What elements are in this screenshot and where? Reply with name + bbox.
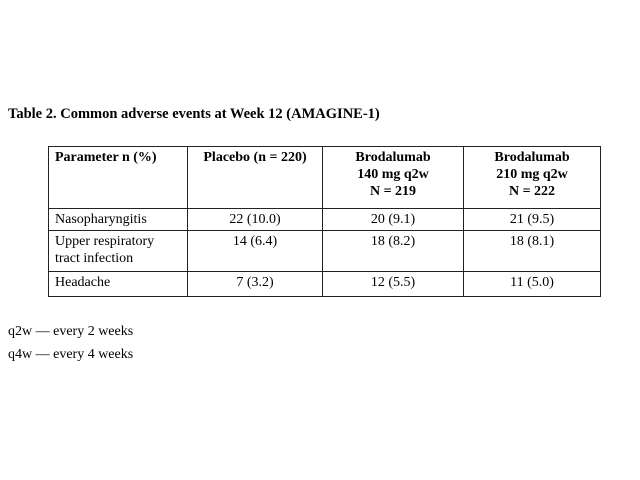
- cell-brodalumab-210: 21 (9.5): [463, 208, 601, 231]
- adverse-events-table: Parameter n (%) Placebo (n = 220) Brodal…: [48, 146, 601, 297]
- header-text: Brodalumab: [494, 150, 570, 165]
- row-label: Nasopharyngitis: [48, 208, 188, 231]
- header-text: Parameter n (%): [55, 150, 157, 165]
- header-text: 140 mg q2w: [357, 167, 429, 182]
- row-label: Headache: [48, 271, 188, 297]
- header-brodalumab-140: Brodalumab 140 mg q2w N = 219: [322, 146, 464, 209]
- header-text: 210 mg q2w: [496, 167, 568, 182]
- header-brodalumab-210: Brodalumab 210 mg q2w N = 222: [463, 146, 601, 209]
- header-text: Brodalumab: [355, 150, 431, 165]
- table-row: Headache 7 (3.2) 12 (5.5) 11 (5.0): [48, 271, 601, 297]
- cell-brodalumab-210: 18 (8.1): [463, 230, 601, 272]
- cell-placebo: 7 (3.2): [187, 271, 323, 297]
- cell-brodalumab-140: 18 (8.2): [322, 230, 464, 272]
- table-title: Table 2. Common adverse events at Week 1…: [8, 106, 380, 122]
- header-text: N = 222: [508, 184, 556, 199]
- table-row: Nasopharyngitis 22 (10.0) 20 (9.1) 21 (9…: [48, 208, 601, 231]
- table-row: Upper respiratory tract infection 14 (6.4…: [48, 230, 601, 272]
- row-label-line: tract infection: [55, 251, 134, 266]
- footnotes: q2w — every 2 weeks q4w — every 4 weeks: [8, 320, 133, 366]
- footnote: q4w — every 4 weeks: [8, 347, 134, 362]
- header-parameter: Parameter n (%): [48, 146, 188, 209]
- header-text: Placebo (n = 220): [203, 150, 307, 165]
- cell-brodalumab-210: 11 (5.0): [463, 271, 601, 297]
- cell-placebo: 14 (6.4): [187, 230, 323, 272]
- table-header-row: Parameter n (%) Placebo (n = 220) Brodal…: [48, 146, 601, 209]
- footnote: q2w — every 2 weeks: [8, 324, 134, 339]
- cell-brodalumab-140: 12 (5.5): [322, 271, 464, 297]
- header-text: N = 219: [369, 184, 417, 199]
- cell-brodalumab-140: 20 (9.1): [322, 208, 464, 231]
- header-placebo: Placebo (n = 220): [187, 146, 323, 209]
- row-label: Upper respiratory tract infection: [48, 230, 188, 272]
- row-label-line: Upper respiratory: [55, 234, 155, 249]
- cell-placebo: 22 (10.0): [187, 208, 323, 231]
